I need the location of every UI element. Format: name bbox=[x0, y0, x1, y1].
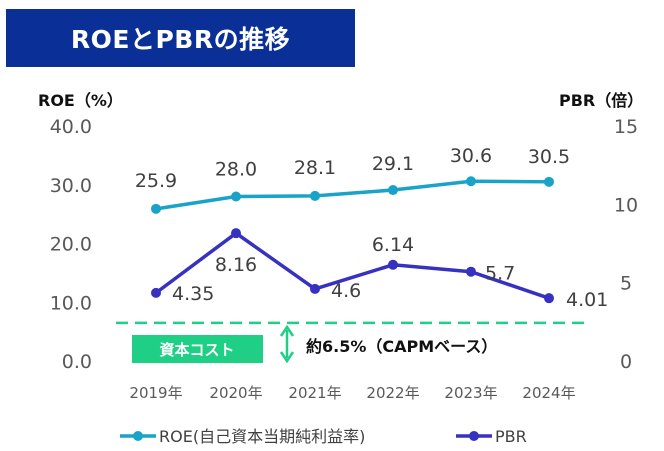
roe-data-label: 30.5 bbox=[528, 146, 570, 168]
legend-pbr-label: PBR bbox=[495, 427, 527, 446]
roe-data-label: 28.1 bbox=[294, 157, 336, 179]
legend-roe-marker bbox=[133, 431, 143, 441]
double-arrow-icon bbox=[279, 324, 295, 364]
pbr-data-label: 5.7 bbox=[485, 263, 515, 285]
x-axis-tick: 2024年 bbox=[522, 384, 575, 402]
pbr-point bbox=[388, 259, 398, 270]
legend-roe-label: ROE(自己資本当期純利益率) bbox=[159, 427, 365, 446]
x-axis-tick: 2021年 bbox=[288, 384, 341, 402]
pbr-point bbox=[310, 283, 320, 294]
right-axis-tick: 10 bbox=[614, 194, 638, 216]
roe-point bbox=[388, 185, 398, 196]
roe-point bbox=[151, 203, 161, 214]
left-axis-tick: 20.0 bbox=[50, 234, 92, 256]
left-axis-tick: 0.0 bbox=[62, 351, 92, 373]
capm-note: 約6.5%（CAPMベース） bbox=[306, 337, 497, 356]
pbr-data-label: 8.16 bbox=[215, 254, 257, 276]
pbr-point bbox=[544, 293, 554, 304]
legend: ROE(自己資本当期純利益率) PBR bbox=[120, 427, 527, 446]
x-axis-tick: 2023年 bbox=[444, 384, 497, 402]
roe-line bbox=[155, 179, 550, 211]
pbr-point bbox=[151, 287, 161, 298]
roe-data-label: 25.9 bbox=[135, 170, 177, 192]
pbr-data-label: 4.6 bbox=[331, 280, 361, 302]
left-axis-tick: 10.0 bbox=[50, 292, 92, 314]
roe-data-label: 29.1 bbox=[372, 153, 414, 175]
pbr-data-label: 4.01 bbox=[566, 289, 608, 311]
chart-title: ROEとPBRの推移 bbox=[70, 25, 291, 54]
pbr-data-label: 6.14 bbox=[372, 234, 414, 256]
left-axis-tick: 40.0 bbox=[50, 116, 92, 138]
roe-point bbox=[544, 176, 554, 187]
pbr-data-label: 4.35 bbox=[172, 283, 214, 305]
legend-pbr-marker bbox=[469, 431, 479, 441]
roe-data-label: 30.6 bbox=[450, 145, 492, 167]
left-axis-label: ROE（%） bbox=[38, 91, 123, 110]
roe-point bbox=[466, 176, 476, 187]
pbr-point bbox=[466, 266, 476, 277]
left-axis-tick: 30.0 bbox=[50, 175, 92, 197]
roe-point bbox=[231, 191, 241, 202]
pbr-point bbox=[231, 228, 241, 239]
cost-of-capital-annotation: 資本コスト 約6.5%（CAPMベース） bbox=[132, 324, 497, 364]
roe-data-label: 28.0 bbox=[215, 159, 257, 181]
right-axis-tick: 15 bbox=[614, 116, 638, 138]
x-axis-tick: 2022年 bbox=[366, 384, 419, 402]
x-axis-tick: 2019年 bbox=[129, 384, 182, 402]
pbr-line bbox=[154, 230, 550, 300]
chart-title-banner: ROEとPBRの推移 bbox=[6, 9, 355, 67]
right-axis-label: PBR（倍） bbox=[559, 91, 644, 110]
right-axis-tick: 5 bbox=[620, 273, 632, 295]
roe-point bbox=[310, 190, 320, 201]
cost-badge-label: 資本コスト bbox=[159, 341, 234, 359]
cost-badge bbox=[132, 335, 263, 363]
right-axis-tick: 0 bbox=[620, 351, 632, 373]
x-axis-tick: 2020年 bbox=[209, 384, 262, 402]
